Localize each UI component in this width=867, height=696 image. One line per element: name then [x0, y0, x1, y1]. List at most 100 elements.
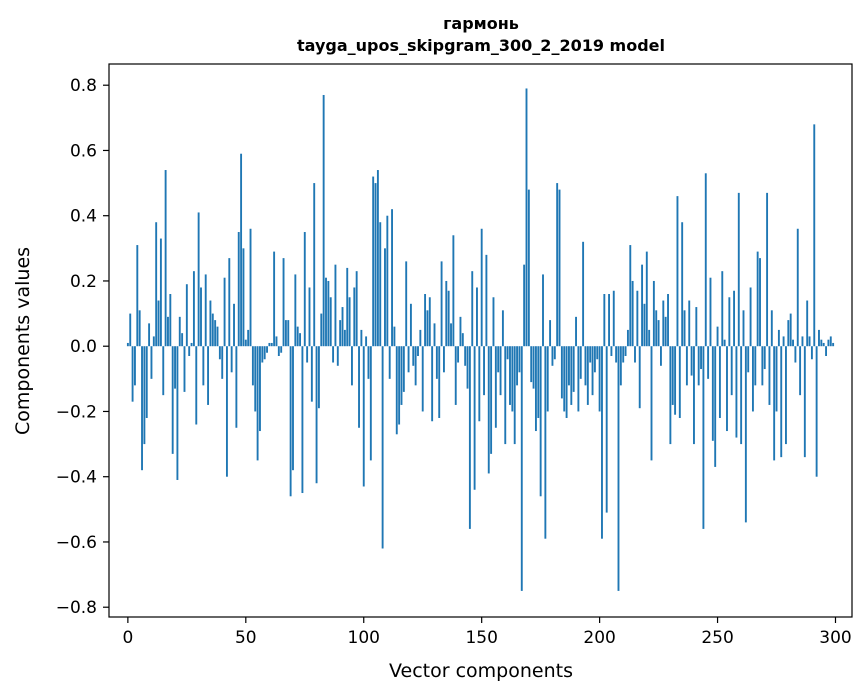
bar [249, 228, 252, 347]
bar [157, 300, 160, 347]
bar [414, 346, 417, 386]
bar [810, 346, 813, 360]
bar [174, 346, 176, 389]
bar [428, 297, 431, 347]
bar [197, 212, 200, 347]
y-tick-label: 0.0 [70, 337, 97, 357]
bar [216, 326, 219, 347]
bar [530, 346, 533, 383]
bar [751, 346, 754, 412]
x-axis-ticks: 0 50 100 150 200 250 300 [122, 617, 852, 648]
bar [780, 346, 783, 458]
bar [714, 346, 717, 467]
bar [539, 346, 542, 497]
bar [700, 346, 702, 370]
chart-title: гармонь [443, 14, 519, 33]
bar [450, 323, 452, 347]
bar [584, 346, 587, 386]
bar [558, 189, 561, 347]
bar [327, 280, 330, 347]
bar [711, 346, 714, 441]
bar [813, 124, 816, 347]
bar [409, 303, 412, 347]
bar [365, 336, 368, 347]
bar [636, 290, 639, 347]
bar [527, 189, 530, 347]
bar [775, 346, 778, 412]
bar [546, 346, 549, 412]
bar [501, 310, 504, 347]
bar [376, 170, 379, 347]
bar [742, 310, 745, 347]
bar [518, 346, 521, 373]
bar [511, 346, 514, 412]
bar [648, 329, 651, 347]
bar [381, 346, 384, 549]
bar [259, 346, 261, 432]
bar [131, 346, 134, 402]
bar [355, 271, 358, 347]
bar [829, 336, 832, 347]
bar [379, 222, 382, 347]
bar [693, 346, 695, 445]
bar [645, 251, 648, 347]
bar [664, 316, 667, 347]
bar [735, 346, 738, 438]
bar [818, 329, 820, 347]
bar [716, 326, 719, 347]
bar [325, 277, 327, 347]
bar [138, 310, 141, 347]
bar [317, 346, 320, 409]
bar [603, 294, 606, 347]
bar [185, 284, 188, 347]
bar [476, 287, 478, 347]
bar [360, 329, 363, 347]
bar [431, 346, 434, 422]
bar [759, 258, 761, 347]
bar [643, 303, 646, 347]
bar [785, 346, 787, 445]
bar [610, 346, 613, 356]
bar [391, 209, 393, 347]
bar [358, 346, 360, 428]
bar [681, 222, 684, 347]
bar [728, 297, 731, 347]
bar [268, 342, 271, 347]
bar [251, 346, 254, 386]
bar [575, 316, 577, 347]
bar [214, 320, 217, 347]
bar [560, 346, 563, 399]
bar [563, 346, 566, 412]
bar [568, 346, 570, 386]
bar [773, 346, 776, 461]
bar [485, 254, 488, 347]
bar [723, 339, 726, 347]
bar [730, 346, 733, 396]
bar [372, 176, 375, 347]
bar [494, 346, 497, 428]
bar [617, 346, 620, 591]
bar [702, 346, 705, 529]
bar [822, 342, 825, 347]
bar [398, 346, 401, 425]
bar [240, 153, 243, 347]
bar [534, 346, 537, 432]
bar [542, 274, 544, 347]
bar [351, 346, 353, 386]
bar [660, 346, 662, 366]
bar [582, 241, 585, 347]
bar [221, 346, 224, 379]
bar [770, 310, 773, 347]
plot-frame [108, 63, 853, 618]
bar [178, 316, 181, 347]
bar [299, 333, 301, 347]
bar [549, 320, 552, 347]
bar [188, 346, 191, 356]
bar [523, 264, 526, 347]
bar [237, 232, 240, 347]
bar [464, 346, 467, 366]
bar [204, 274, 207, 347]
bar [624, 346, 627, 356]
bar [497, 346, 500, 373]
